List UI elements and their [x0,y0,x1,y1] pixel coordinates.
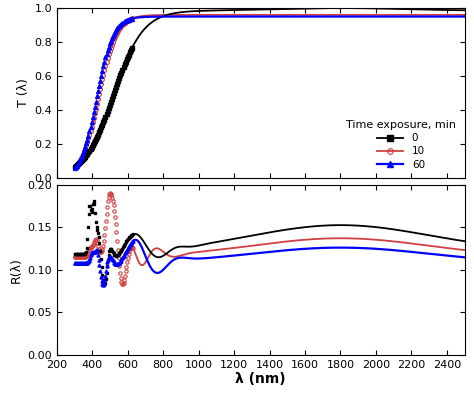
Y-axis label: T (λ): T (λ) [17,79,30,108]
Y-axis label: R(λ): R(λ) [10,257,23,283]
X-axis label: λ (nm): λ (nm) [236,372,286,386]
Legend: 0, 10, 60: 0, 10, 60 [343,117,459,173]
